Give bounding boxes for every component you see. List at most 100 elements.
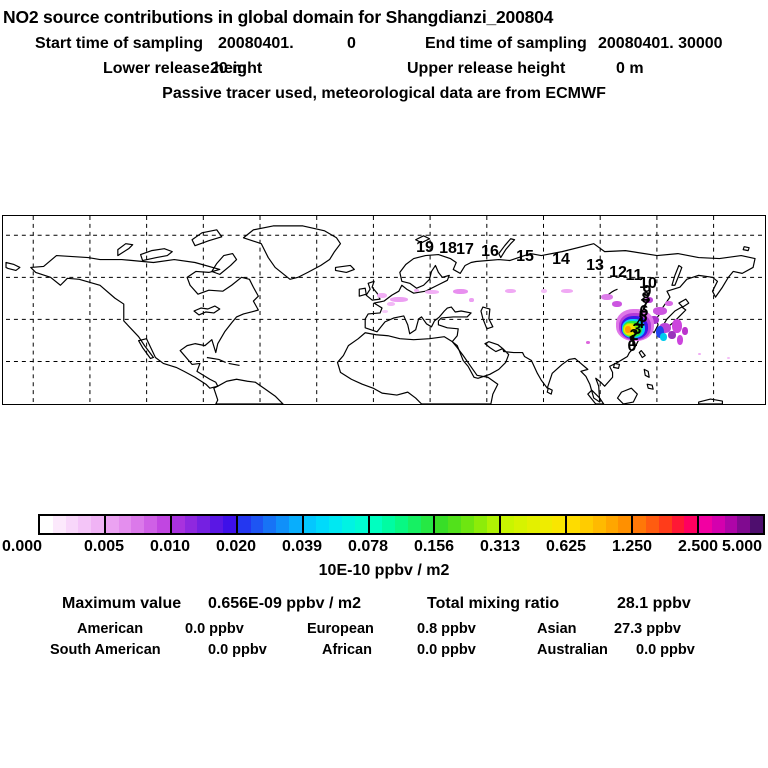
plume-patch — [505, 289, 516, 293]
trajectory-day-label: 12 — [609, 264, 627, 281]
plume-patch — [601, 294, 613, 300]
baffin-island — [211, 253, 238, 275]
colorbar-cell — [118, 516, 132, 533]
borneo — [616, 387, 638, 404]
colorbar-cell — [514, 516, 527, 533]
african-label: African — [322, 642, 372, 658]
plume-patch — [665, 301, 673, 306]
trajectory-day-label: 0 — [627, 338, 637, 355]
trajectory-day-label: 3 — [632, 321, 642, 338]
colorbar-segment — [237, 516, 304, 533]
wrangel-island — [742, 246, 750, 252]
iceland — [334, 264, 355, 273]
trajectory-day-label: 19 — [416, 239, 434, 256]
plume-patch — [645, 297, 653, 303]
african-value: 0.0 ppbv — [417, 642, 476, 658]
colorbar-cell — [684, 516, 698, 533]
total-mixing-ratio-label: Total mixing ratio — [427, 595, 560, 612]
hokkaido — [678, 298, 690, 308]
trajectory-day-label: 17 — [456, 241, 474, 258]
colorbar-cell — [250, 516, 264, 533]
colorbar-cell — [461, 516, 474, 533]
plume-patch — [660, 333, 667, 341]
colorbar-cell — [526, 516, 540, 533]
trajectory-day-label: 16 — [481, 243, 499, 260]
victoria-island — [139, 248, 173, 262]
colorbar-cell — [633, 516, 646, 533]
australian-value: 0.0 ppbv — [636, 642, 695, 658]
maximum-value-label: Maximum value — [62, 595, 182, 612]
colorbar-cell — [605, 516, 619, 533]
colorbar-cell — [407, 516, 421, 533]
colorbar-tick-label: 0.005 — [83, 538, 125, 555]
colorbar-cell — [737, 516, 751, 533]
maximum-value: 0.656E-09 ppbv / m2 — [208, 595, 361, 612]
sri-lanka — [546, 387, 553, 395]
plume-patch — [668, 331, 676, 339]
colorbar-cell — [552, 516, 566, 533]
plume-patch — [659, 323, 671, 333]
trajectory-day-label: 6 — [639, 303, 649, 320]
colorbar-cell — [724, 516, 738, 533]
new-guinea — [698, 398, 723, 404]
hispaniola — [228, 362, 240, 366]
colorbar-cell — [341, 516, 355, 533]
colorbar-tick-label: 0.156 — [413, 538, 455, 555]
trajectory-day-label: 4 — [635, 315, 645, 332]
banks-island — [117, 243, 134, 257]
plume-patch — [541, 289, 547, 293]
total-mixing-ratio-value: 28.1 ppbv — [617, 595, 691, 612]
trajectory-day-label: 11 — [625, 267, 643, 284]
plume-patch — [677, 335, 683, 345]
cuba — [206, 356, 226, 363]
colorbar-cell — [316, 516, 330, 533]
end-time-label: End time of sampling — [425, 35, 587, 52]
plume-patch — [682, 327, 688, 335]
great-lakes — [193, 305, 221, 316]
trajectory-day-label: 7 — [640, 297, 650, 314]
colorbar-cell — [369, 516, 383, 533]
plume-patch — [698, 353, 701, 355]
greenland — [242, 225, 342, 280]
colorbar-cell — [382, 516, 396, 533]
american-value: 0.0 ppbv — [185, 621, 244, 637]
trajectory-day-label: 10 — [639, 275, 657, 292]
plume-patch — [672, 319, 682, 333]
plume-patch — [414, 289, 419, 292]
start-time-label: Start time of sampling — [35, 35, 204, 52]
colorbar-cell — [78, 516, 92, 533]
chukotka-west-edge — [5, 261, 21, 272]
plume-patch — [625, 326, 631, 333]
hainan — [612, 362, 621, 369]
plume-patch — [390, 297, 408, 302]
lower-release-value: 20 m — [210, 60, 247, 77]
ellesmere-island — [191, 229, 223, 247]
colorbar-segment — [105, 516, 172, 533]
colorbar-cell — [618, 516, 632, 533]
colorbar-cell — [329, 516, 342, 533]
colorbar-cell — [222, 516, 236, 533]
lower-release-label: Lower release height — [103, 60, 263, 77]
caspian-sea — [480, 306, 494, 330]
colorbar-cell — [354, 516, 368, 533]
start-hour-value: 0 — [347, 35, 356, 52]
trajectory-day-label: 8 — [641, 290, 651, 307]
taiwan — [638, 349, 646, 359]
colorbar-cell — [592, 516, 606, 533]
colorbar-segment — [303, 516, 370, 533]
colorbar-segment — [699, 516, 763, 533]
plume-patch — [425, 290, 439, 294]
colorbar-cell — [395, 516, 408, 533]
european-label: European — [307, 621, 374, 637]
colorbar-cell — [567, 516, 581, 533]
colorbar-cell — [210, 516, 223, 533]
colorbar-cell — [91, 516, 104, 533]
plume-patch — [387, 302, 395, 306]
world-map-panel: 19 18 17 16 15 14 13 12 11 10 9 8 7 6 5 4 3 2 1 0 — [2, 215, 766, 405]
trajectory-day-label: 14 — [552, 251, 570, 268]
south-america — [213, 378, 284, 404]
colorbar-segment — [40, 516, 106, 533]
colorbar-cell — [501, 516, 515, 533]
plume-patch — [561, 289, 573, 293]
european-value: 0.8 ppbv — [417, 621, 476, 637]
